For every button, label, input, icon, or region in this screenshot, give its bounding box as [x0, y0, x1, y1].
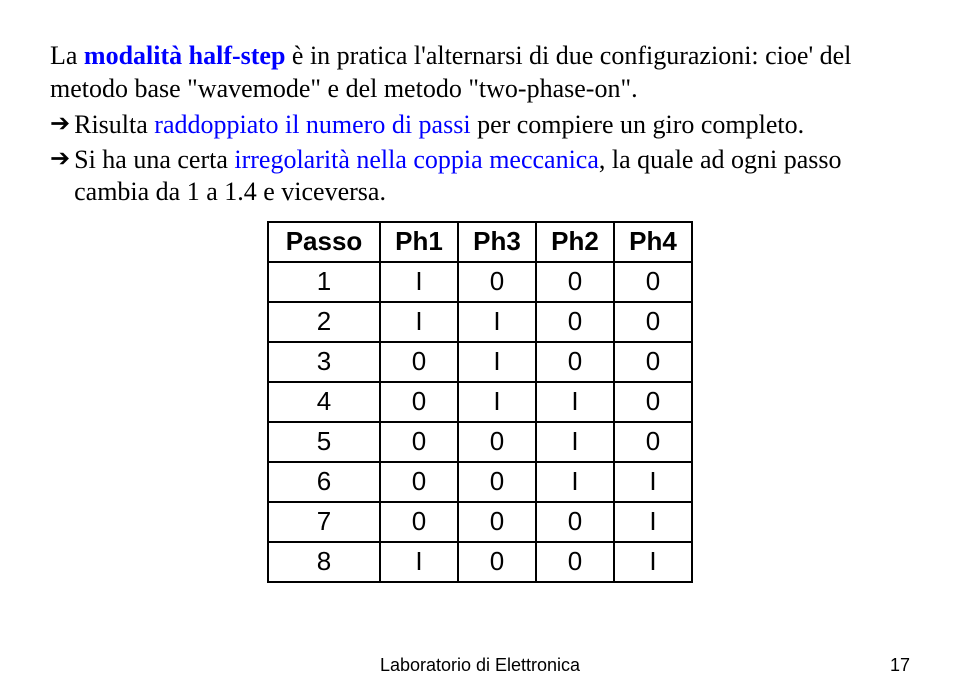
cell: 1 [268, 262, 380, 302]
bullet-1-blue: raddoppiato il numero di passi [154, 110, 470, 139]
table-row: 3 0 I 0 0 [268, 342, 692, 382]
th-ph3: Ph3 [458, 222, 536, 262]
table-row: 2 I I 0 0 [268, 302, 692, 342]
cell: 6 [268, 462, 380, 502]
footer-text: Laboratorio di Elettronica [0, 655, 960, 676]
cell: 0 [380, 502, 458, 542]
cell: 0 [380, 382, 458, 422]
cell: 0 [458, 422, 536, 462]
intro-paragraph: La modalità half-step è in pratica l'alt… [50, 40, 910, 105]
cell: 0 [614, 342, 692, 382]
cell: 0 [458, 462, 536, 502]
bullet-2-text: Si ha una certa irregolarità nella coppi… [74, 144, 910, 209]
cell: 0 [458, 262, 536, 302]
cell: I [458, 382, 536, 422]
table-row: 6 0 0 I I [268, 462, 692, 502]
table-row: 5 0 0 I 0 [268, 422, 692, 462]
th-ph2: Ph2 [536, 222, 614, 262]
bullet-2-pre: Si ha una certa [74, 145, 234, 174]
cell: 0 [614, 262, 692, 302]
table-header-row: Passo Ph1 Ph3 Ph2 Ph4 [268, 222, 692, 262]
bullet-1-pre: Risulta [74, 110, 154, 139]
cell: 0 [614, 302, 692, 342]
cell: I [614, 462, 692, 502]
cell: I [380, 542, 458, 582]
cell: 0 [458, 502, 536, 542]
bullet-2: ➔ Si ha una certa irregolarità nella cop… [50, 144, 910, 209]
cell: 0 [536, 262, 614, 302]
cell: 7 [268, 502, 380, 542]
cell: 0 [536, 502, 614, 542]
th-passo: Passo [268, 222, 380, 262]
cell: 0 [614, 382, 692, 422]
bullet-1-post: per compiere un giro completo. [471, 110, 805, 139]
half-step-table: Passo Ph1 Ph3 Ph2 Ph4 1 I 0 0 0 2 I I 0 … [267, 221, 693, 583]
bullet-1-text: Risulta raddoppiato il numero di passi p… [74, 109, 804, 142]
cell: I [536, 382, 614, 422]
cell: 5 [268, 422, 380, 462]
cell: 0 [380, 342, 458, 382]
intro-pre: La [50, 41, 84, 70]
cell: 4 [268, 382, 380, 422]
table-row: 7 0 0 0 I [268, 502, 692, 542]
intro-term: modalità half-step [84, 41, 286, 70]
page-number: 17 [890, 655, 910, 676]
th-ph4: Ph4 [614, 222, 692, 262]
table-row: 8 I 0 0 I [268, 542, 692, 582]
arrow-icon: ➔ [50, 109, 70, 140]
table-row: 4 0 I I 0 [268, 382, 692, 422]
cell: 3 [268, 342, 380, 382]
cell: I [614, 542, 692, 582]
cell: I [536, 462, 614, 502]
cell: 0 [380, 462, 458, 502]
th-ph1: Ph1 [380, 222, 458, 262]
cell: 0 [458, 542, 536, 582]
arrow-icon: ➔ [50, 144, 70, 175]
bullet-2-blue: irregolarità nella coppia meccanica [234, 145, 599, 174]
cell: I [380, 262, 458, 302]
bullet-1: ➔ Risulta raddoppiato il numero di passi… [50, 109, 910, 142]
cell: 0 [536, 302, 614, 342]
table-body: 1 I 0 0 0 2 I I 0 0 3 0 I 0 0 4 0 I I 0 [268, 262, 692, 582]
cell: I [380, 302, 458, 342]
cell: 0 [614, 422, 692, 462]
cell: 2 [268, 302, 380, 342]
cell: 0 [380, 422, 458, 462]
cell: I [458, 302, 536, 342]
cell: I [536, 422, 614, 462]
table-row: 1 I 0 0 0 [268, 262, 692, 302]
cell: 8 [268, 542, 380, 582]
cell: I [614, 502, 692, 542]
cell: 0 [536, 542, 614, 582]
cell: 0 [536, 342, 614, 382]
cell: I [458, 342, 536, 382]
